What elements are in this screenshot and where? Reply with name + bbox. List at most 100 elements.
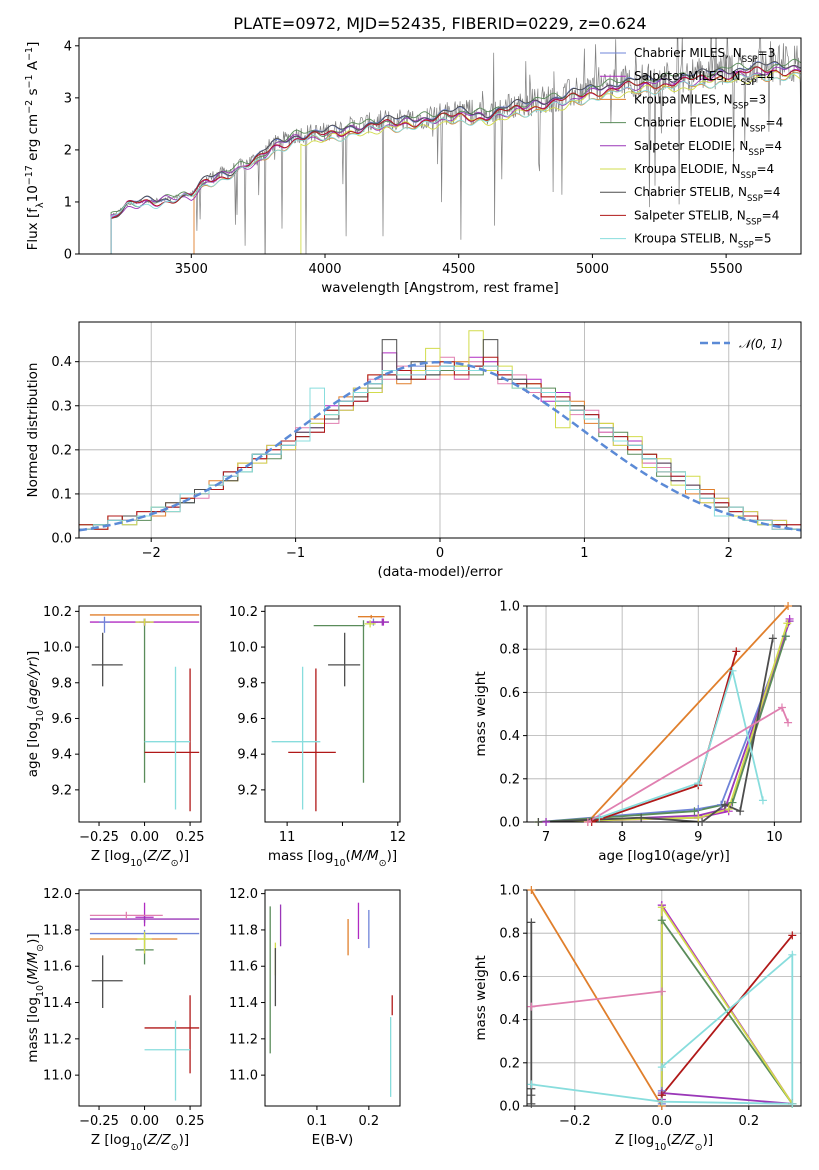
spectrum-legend-entry: Chabrier ELODIE, NSSP=4 (634, 116, 783, 135)
mass-z-xtick-label: −0.25 (79, 1114, 119, 1129)
weight-z-weight-line (660, 904, 794, 1105)
mass-z-xtick-label: 0.00 (130, 1114, 159, 1129)
weight-z-weight-line (661, 934, 793, 1096)
mass-z-ytick-label: 11.4 (43, 996, 72, 1011)
mass-ebv-xtick-label: 0.1 (307, 1114, 328, 1129)
mass-z-errorbar-point (91, 955, 123, 1008)
weight-age-plot-area (527, 606, 801, 822)
age-z-errorbar-point (144, 668, 200, 812)
age-z-ylabel: age [log10(age/yr)] (25, 651, 46, 777)
residuals-axes: −2 −1 0 1 2 0.0 0.1 0.2 0.3 0.4 (data-model)/error… (25, 321, 802, 580)
mass-z-ytick-label: 11.0 (43, 1069, 72, 1084)
spectrum-xlabel: wavelength [Angstrom, rest frame] (321, 280, 559, 296)
mass-ebv-ytick-label: 12.0 (229, 887, 258, 902)
spectrum-ytick-label: 1 (64, 195, 72, 210)
weight-age-xlabel: age [log10(age/yr)] (598, 848, 730, 864)
age-z-ytick-label: 9.4 (51, 748, 72, 763)
residuals-ytick-label: 0.3 (51, 399, 72, 414)
weight-z-xtick-label: 0.0 (651, 1114, 672, 1129)
weight-z-weight-marker (527, 918, 536, 927)
weight-age-weight-marker (694, 813, 703, 822)
weight-age-weight-marker (732, 647, 741, 656)
weight-z-weight-marker (788, 1099, 797, 1108)
spectrum-legend-entry: Chabrier MILES, NSSP=3 (634, 46, 775, 65)
age-z-errorbar-point (99, 616, 110, 633)
weight-age-weight-marker (736, 807, 745, 816)
mass-z-errorbar-point (89, 915, 200, 923)
weight-age-weight-line (587, 606, 789, 822)
weight-age-weight-marker (724, 805, 733, 814)
mass-ebv-xlabel: E(B-V) (312, 1132, 354, 1148)
weight-age-weight-marker (542, 818, 551, 826)
age-z-errorbar-point (91, 632, 123, 687)
residuals-plot-area (79, 322, 801, 538)
age-z-xtick-label: 0.25 (176, 830, 205, 845)
mass-z-ytick-label: 12.0 (43, 887, 72, 902)
age-mass-ytick-label: 9.6 (237, 712, 258, 727)
residuals-legend-entry: 𝒩(0, 1) (739, 337, 783, 351)
residuals-xtick-label: 2 (725, 546, 733, 561)
age-z-axes: −0.25 0.00 0.25 9.2 9.4 9.6 9.8 10.0 10.2 Z [log1… (25, 605, 205, 869)
mass-ebv-ytick-label: 11.2 (229, 1032, 258, 1047)
weight-z-axes: −0.2 0.0 0.2 0.0 0.2 0.4 0.6 0.8 1.0 Z [log10(Z/Z… (473, 884, 802, 1153)
age-z-errorbar-point (144, 666, 191, 810)
weight-age-weight-marker (777, 703, 786, 712)
weight-age-weight-marker (728, 666, 737, 675)
mass-z-errorbar-point (135, 902, 154, 927)
weight-age-weight-line (538, 623, 789, 822)
weight-age-ytick-label: 0.8 (499, 643, 520, 658)
residuals-xtick-label: 1 (580, 546, 588, 561)
spectrum-model-line (110, 72, 801, 254)
mass-ebv-ytick-label: 11.8 (229, 923, 258, 938)
spectrum-legend-entry: Salpeter STELIB, NSSP=4 (634, 208, 779, 227)
weight-age-weight-marker (784, 718, 793, 727)
spectrum-ytick-label: 4 (64, 39, 72, 54)
spectrum-xtick-label: 4000 (308, 262, 341, 277)
age-z-frame (78, 605, 202, 823)
mass-z-xlabel: Z [log10(Z/Z⊙)] (91, 1132, 189, 1153)
age-mass-xtick-label: 12 (390, 830, 407, 845)
weight-age-weight-marker (595, 813, 604, 822)
mass-z-frame (78, 889, 202, 1107)
weight-z-ytick-label: 0.2 (499, 1056, 520, 1071)
spectrum-xtick-label: 3500 (175, 262, 208, 277)
age-z-ytick-label: 9.2 (51, 783, 72, 798)
residuals-ytick-label: 0.4 (51, 355, 72, 370)
weight-age-weight-line (538, 638, 774, 822)
mass-ebv-xtick-label: 0.2 (359, 1114, 380, 1129)
spectrum-legend-entry: Chabrier STELIB, NSSP=4 (634, 185, 781, 204)
residuals-ylabel: Normed distribution (25, 363, 41, 498)
age-z-ytick-label: 10.2 (43, 605, 72, 620)
weight-z-weight-line (530, 890, 663, 1106)
weight-age-weight-marker (583, 818, 592, 826)
weight-z-plot-area (527, 890, 801, 1106)
weight-z-weight-marker (657, 903, 666, 912)
weight-z-ytick-label: 0.0 (499, 1100, 520, 1115)
weight-z-weight-marker (527, 886, 536, 894)
mass-z-ytick-label: 11.2 (43, 1032, 72, 1047)
age-z-xlabel: Z [log10(Z/Z⊙)] (91, 848, 189, 869)
weight-z-ytick-label: 0.4 (499, 1013, 520, 1028)
spectrum-model-line (110, 61, 801, 254)
weight-age-xtick-label: 8 (618, 830, 626, 845)
spectrum-xtick-label: 5500 (710, 262, 743, 277)
age-mass-errorbar-point (328, 632, 361, 687)
spectrum-model-line (110, 58, 801, 254)
age-z-errorbar-point (135, 618, 154, 626)
age-mass-ytick-label: 10.0 (229, 641, 258, 656)
weight-z-ytick-label: 1.0 (499, 884, 520, 899)
spectrum-ytick-label: 3 (64, 91, 72, 106)
spectrum-xtick-label: 5000 (576, 262, 609, 277)
mass-ebv-ytick-label: 11.6 (229, 960, 258, 975)
spectrum-title: PLATE=0972, MJD=52435, FIBERID=0229, z=0… (233, 14, 646, 33)
weight-z-weight-marker (527, 1002, 536, 1011)
residuals-xtick-label: 0 (436, 546, 444, 561)
weight-z-ytick-label: 0.8 (499, 927, 520, 942)
residuals-ytick-label: 0.1 (51, 487, 72, 502)
residuals-xlabel: (data-model)/error (377, 564, 503, 580)
spectrum-legend-entry: Salpeter MILES, NSSP=4 (634, 69, 774, 88)
mass-z-plot-area (89, 902, 200, 1101)
weight-age-xtick-label: 7 (542, 830, 550, 845)
weight-z-ytick-label: 0.6 (499, 970, 520, 985)
weight-age-xtick-label: 9 (694, 830, 702, 845)
